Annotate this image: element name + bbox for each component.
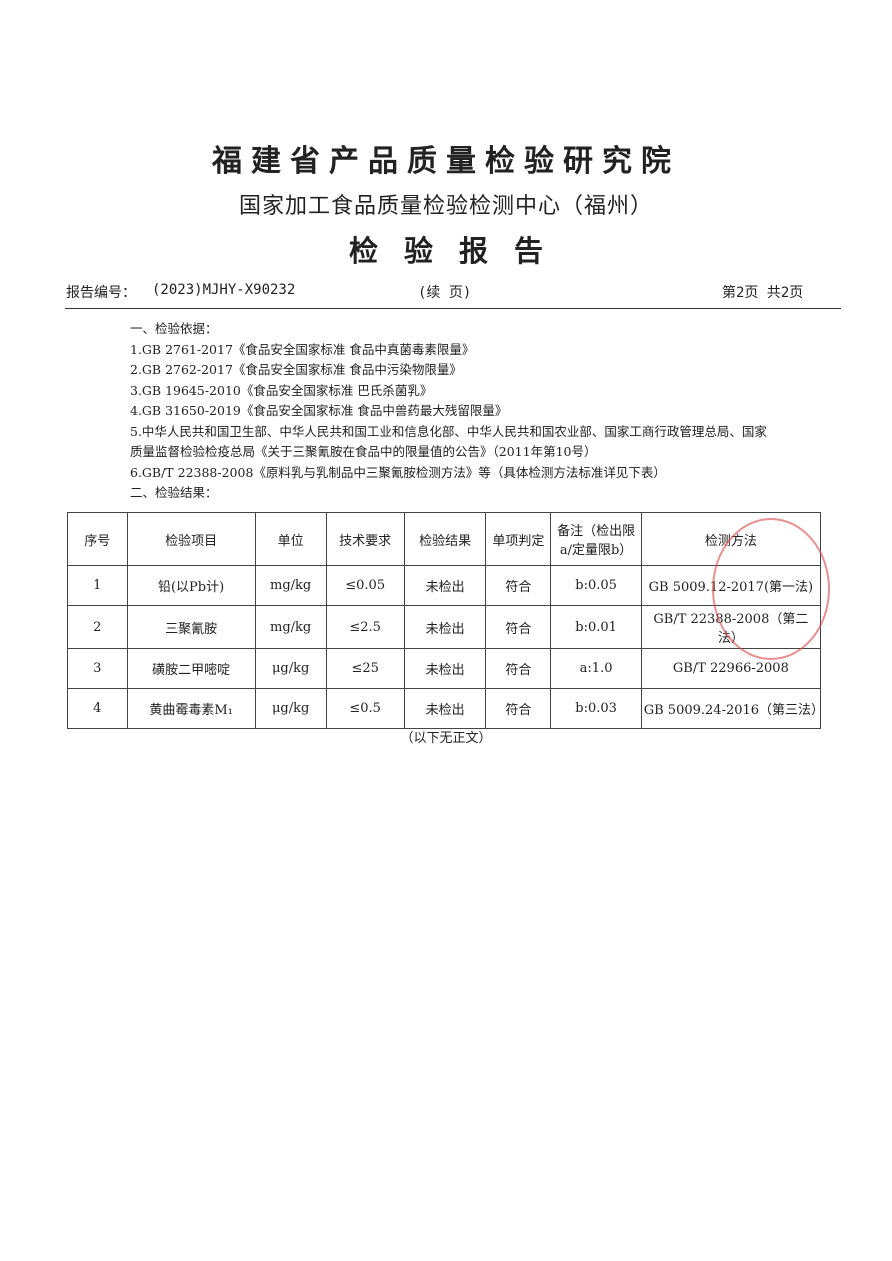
table-cell: 2: [67, 605, 128, 649]
table-cell: GB 5009.24-2016（第三法）: [640, 688, 824, 729]
results-heading: 二、检验结果：: [130, 485, 218, 500]
table-cell: 4: [67, 688, 128, 729]
center-name: 国家加工食品质量检验检测中心（福州）: [238, 194, 653, 219]
table-cell: 未检出: [403, 648, 487, 689]
header-cell: 单项判定: [485, 512, 552, 566]
header-cell: 备注（检出限a/定量限b）: [550, 512, 642, 566]
results-table: 序号 检验项目 单位 技术要求 检验结果 单项判定 备注（检出限a/定量限b） 检测方法 1 铅(…: [67, 512, 824, 729]
table-cell: 磺胺二甲嘧啶: [126, 648, 256, 689]
table-cell: 黄曲霉毒素M₁: [126, 688, 256, 729]
table-cell: 符合: [485, 565, 552, 606]
table-cell: mg/kg: [254, 605, 327, 649]
table-cell: μg/kg: [254, 648, 327, 689]
table-cell: mg/kg: [254, 565, 327, 606]
report-title: 检验报告: [348, 234, 569, 268]
basis-item: 3.GB 19645-2010《食品安全国家标准 巴氏杀菌乳》: [130, 382, 433, 398]
table-cell: 3: [67, 648, 128, 689]
table-cell: 未检出: [403, 565, 487, 606]
stamp: [712, 518, 830, 660]
header-cell: 检验项目: [126, 512, 256, 566]
table-cell: 符合: [485, 605, 552, 649]
table-cell: b:0.05: [550, 565, 642, 606]
table-cell: b:0.03: [550, 688, 642, 729]
report-number: (2023)MJHY-X90232: [152, 282, 296, 298]
basis-item: 4.GB 31650-2019《食品安全国家标准 食品中兽药最大残留限量》: [130, 403, 508, 418]
table-cell: 未检出: [403, 605, 487, 649]
table-row: 3 磺胺二甲嘧啶 μg/kg ≤25 未检出 符合 a:1.0 GB/T 22966-2008: [67, 648, 822, 689]
basis-item: 2.GB 2762-2017《食品安全国家标准 食品中污染物限量》: [130, 362, 462, 377]
table-cell: 符合: [485, 648, 552, 689]
basis-section: 一、检验依据： 1.GB 2761-2017《食品安全国家标准 食品中真菌毒素限量…: [130, 319, 770, 504]
header-cell: 技术要求: [325, 512, 405, 566]
continued-note: (续 页): [418, 285, 472, 301]
institute-name: 福建省产品质量检验研究院: [212, 144, 680, 179]
table-row: 2 三聚氰胺 mg/kg ≤2.5 未检出 符合 b:0.01 GB/T 22388-2008…: [67, 605, 822, 649]
table-cell: a:1.0: [550, 648, 642, 689]
report-number-label: 报告编号：: [66, 285, 136, 301]
table-cell: 未检出: [403, 688, 487, 729]
table-cell: ≤25: [325, 648, 405, 689]
table-cell: 三聚氰胺: [126, 605, 256, 649]
table-cell: 铅(以Pb计): [126, 565, 256, 606]
footer-note: （以下无正文）: [400, 731, 492, 746]
page-number: 第2页 共2页: [722, 285, 804, 301]
header-cell: 检验结果: [403, 512, 487, 566]
basis-item: 1.GB 2761-2017《食品安全国家标准 食品中真菌毒素限量》: [130, 341, 475, 357]
basis-item: 6.GB/T 22388-2008《原料乳与乳制品中三聚氰胺检测方法》等（具体检…: [130, 464, 666, 480]
table-cell: ≤0.05: [325, 565, 405, 606]
header-rule: [65, 308, 841, 309]
table-cell: b:0.01: [550, 605, 642, 649]
table-row: 1 铅(以Pb计) mg/kg ≤0.05 未检出 符合 b:0.05 GB 5009.12-…: [67, 565, 822, 606]
header-cell: 序号: [67, 512, 128, 566]
table-cell: μg/kg: [254, 688, 327, 729]
table-cell: 符合: [485, 688, 552, 729]
header-cell: 单位: [254, 512, 327, 566]
table-cell: ≤0.5: [325, 688, 405, 729]
basis-heading: 一、检验依据：: [130, 321, 218, 336]
header-row: 序号 检验项目 单位 技术要求 检验结果 单项判定 备注（检出限a/定量限b） 检测方法: [67, 512, 822, 566]
table-cell: ≤2.5: [325, 605, 405, 649]
table-row: 4 黄曲霉毒素M₁ μg/kg ≤0.5 未检出 符合 b:0.03 GB 5009.24-2…: [67, 688, 824, 729]
basis-item: 5.中华人民共和国卫生部、中华人民共和国工业和信息化部、中华人民共和国农业部、国…: [130, 423, 767, 460]
table-cell: 1: [67, 565, 128, 606]
